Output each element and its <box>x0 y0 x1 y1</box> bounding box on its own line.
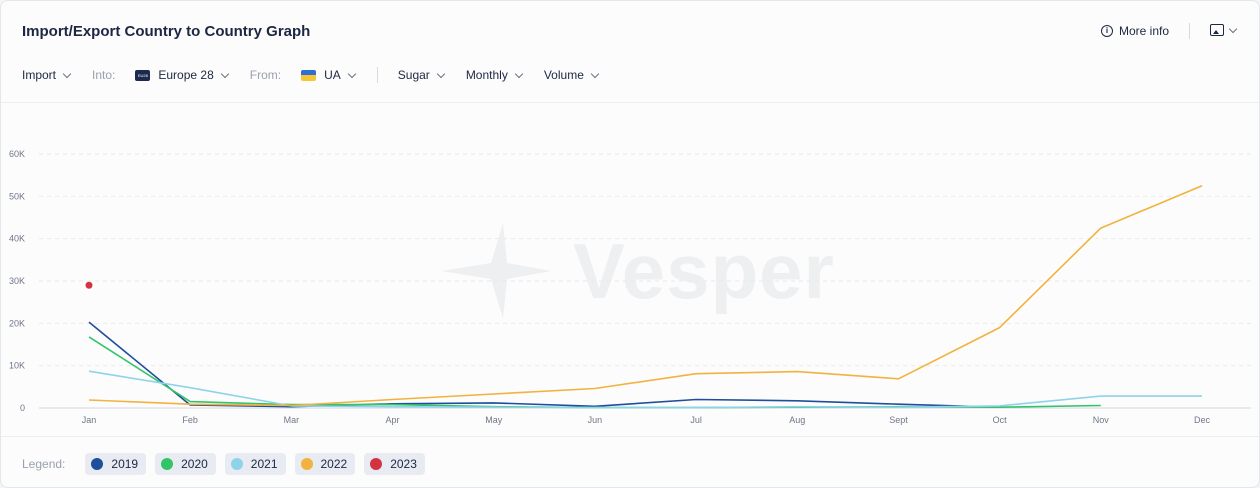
header-divider-line <box>1 102 1259 103</box>
page-title: Import/Export Country to Country Graph <box>22 23 311 40</box>
x-tick-label: Feb <box>182 415 198 425</box>
y-tick-label: 50K <box>9 191 25 201</box>
commodity-dropdown[interactable]: Sugar <box>397 68 446 82</box>
legend-dot <box>161 458 174 470</box>
series-line-2019 <box>88 321 1000 408</box>
y-tick-label: 40K <box>9 234 25 244</box>
legend-item-2022[interactable]: 2022 <box>294 453 356 475</box>
legend-dot <box>370 458 383 470</box>
series-line-2022 <box>88 185 1203 407</box>
series-line-2021 <box>88 370 1202 409</box>
measure-dropdown[interactable]: Volume <box>543 68 600 82</box>
x-tick-label: Oct <box>993 415 1008 425</box>
legend-item-2019[interactable]: 2019 <box>85 453 147 475</box>
into-value: Europe 28 <box>158 68 214 82</box>
y-tick-label: 20K <box>9 318 25 328</box>
chevron-down-icon <box>514 69 524 78</box>
more-info-button[interactable]: i More info <box>1101 24 1169 38</box>
chevron-down-icon <box>1228 24 1238 33</box>
x-tick-label: Apr <box>386 415 400 425</box>
legend-dot <box>300 458 313 470</box>
legend-dot <box>230 458 243 470</box>
direction-dropdown[interactable]: Import <box>22 68 72 82</box>
filter-bar: Import Into: EU28 Europe 28 From: UA Sug… <box>22 67 620 83</box>
x-tick-label: Dec <box>1194 415 1211 425</box>
x-tick-label: Nov <box>1093 415 1110 425</box>
export-image-button[interactable] <box>1210 24 1238 36</box>
x-tick-label: Sept <box>889 415 908 425</box>
x-tick-label: Aug <box>789 415 805 425</box>
y-tick-label: 10K <box>9 361 25 371</box>
into-label: Into: <box>92 68 116 82</box>
x-tick-label: Jul <box>690 415 702 425</box>
y-tick-label: 60K <box>9 149 25 159</box>
from-value: UA <box>324 68 341 82</box>
legend-text: 2023 <box>390 457 417 471</box>
image-icon <box>1210 24 1224 36</box>
chevron-down-icon <box>220 69 230 78</box>
chevron-down-icon <box>590 69 600 78</box>
info-icon: i <box>1101 25 1113 37</box>
x-tick-label: May <box>485 415 503 425</box>
from-label: From: <box>249 68 282 82</box>
y-tick-label: 0 <box>20 403 25 413</box>
y-tick-label: 30K <box>9 276 25 286</box>
chevron-down-icon <box>436 69 446 78</box>
eu-flag-icon: EU28 <box>135 69 151 81</box>
into-dropdown[interactable]: EU28 Europe 28 <box>135 68 230 82</box>
legend-text: 2022 <box>320 457 348 471</box>
period-value: Monthly <box>465 68 508 82</box>
legend: Legend: 2019 2020 2021 2022 2023 <box>22 453 434 475</box>
legend-text: 2021 <box>250 457 278 471</box>
legend-text: 2019 <box>111 457 139 471</box>
chevron-down-icon <box>62 69 72 78</box>
legend-label: Legend: <box>22 457 66 471</box>
more-info-label: More info <box>1119 24 1170 38</box>
header-divider <box>1189 23 1190 39</box>
legend-item-2023[interactable]: 2023 <box>364 453 425 475</box>
commodity-value: Sugar <box>397 68 430 82</box>
x-tick-label: Mar <box>284 415 300 425</box>
line-chart: 0 10K 20K 30K 40K 50K 60K Jan Feb Mar Apr May Jun Jul… <box>9 149 1251 425</box>
filter-divider <box>376 67 378 83</box>
x-tick-label: Jun <box>588 415 603 425</box>
measure-value: Volume <box>543 68 584 82</box>
ua-flag-icon <box>301 69 317 81</box>
legend-item-2020[interactable]: 2020 <box>155 453 216 475</box>
watermark-text: Vesper <box>573 226 835 315</box>
star-logo-icon <box>441 223 551 319</box>
from-dropdown[interactable]: UA <box>301 68 357 82</box>
x-tick-label: Jan <box>82 415 97 425</box>
period-dropdown[interactable]: Monthly <box>465 68 524 82</box>
footer-divider-line <box>1 436 1259 437</box>
legend-dot <box>91 458 104 470</box>
series-point-2023 <box>85 281 93 289</box>
legend-item-2021[interactable]: 2021 <box>224 453 286 475</box>
legend-text: 2020 <box>181 457 208 471</box>
direction-value: Import <box>22 68 57 82</box>
watermark: Vesper <box>441 223 835 319</box>
chevron-down-icon <box>347 69 357 78</box>
